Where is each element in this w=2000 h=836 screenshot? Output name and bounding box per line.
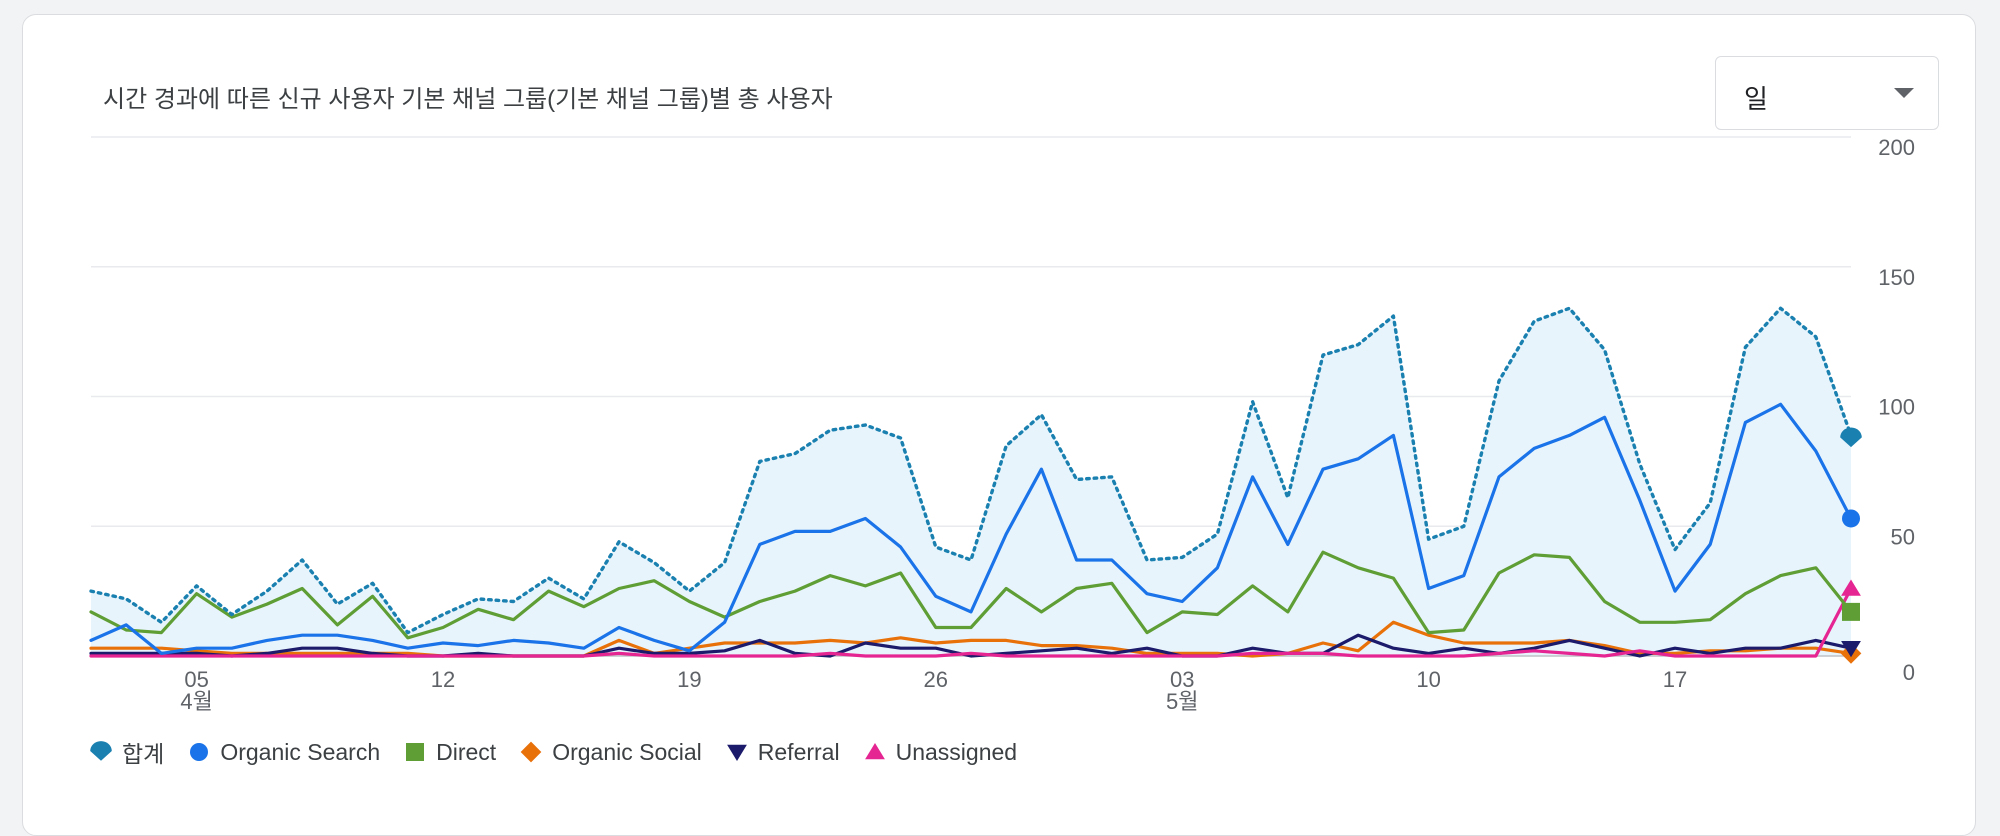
- x-tick-label: 12: [431, 667, 455, 692]
- series-line-referral: [89, 633, 1853, 658]
- x-tick-sublabel: 5월: [1166, 689, 1198, 714]
- legend-diamond-icon: [520, 741, 542, 763]
- end-marker-합계: [1840, 427, 1862, 448]
- card-title: 시간 경과에 따른 신규 사용자 기본 채널 그룹(기본 채널 그룹)별 총 사…: [103, 86, 833, 113]
- end-marker-organic-search: [1842, 509, 1860, 528]
- period-select-value: 일: [1744, 84, 1768, 114]
- x-tick-label: 26: [924, 667, 948, 692]
- legend-item-organic-social[interactable]: Organic Social: [518, 739, 702, 766]
- legend-triangle-down-icon: [726, 744, 747, 761]
- legend-label: 합계: [122, 741, 165, 767]
- legend-marker: [864, 743, 885, 760]
- x-tick-label: 10: [1416, 667, 1440, 692]
- series-line-합계: [89, 306, 1853, 635]
- legend-label: Referral: [757, 738, 840, 765]
- y-tick-label: 100: [1878, 395, 1915, 420]
- end-marker-unassigned: [1841, 579, 1861, 596]
- legend-marker: [520, 741, 542, 763]
- chart-legend: 합계 Organic Search Direct Organic Social Refe…: [88, 735, 1017, 769]
- chevron-down-icon: [1894, 88, 1914, 98]
- x-tick-label: 17: [1663, 667, 1687, 692]
- y-tick-label: 150: [1878, 265, 1915, 290]
- y-tick-label: 200: [1878, 135, 1915, 160]
- series-line-organic-search: [89, 402, 1853, 656]
- legend-label: Direct: [436, 738, 497, 765]
- legend-marker: [726, 744, 747, 761]
- legend-item-합계[interactable]: 합계: [88, 735, 164, 769]
- y-tick-label: 0: [1903, 660, 1915, 685]
- legend-label: Unassigned: [895, 738, 1018, 765]
- legend-drop-icon: [90, 741, 112, 761]
- legend-item-unassigned[interactable]: Unassigned: [862, 739, 1017, 766]
- legend-marker: [406, 743, 425, 761]
- series-line-direct: [89, 550, 1853, 640]
- period-select[interactable]: 일: [1715, 56, 1939, 130]
- x-tick-sublabel: 4월: [180, 689, 212, 714]
- legend-triangle-up-icon: [864, 743, 885, 760]
- legend-marker: [190, 743, 209, 761]
- legend-label: Organic Search: [220, 738, 381, 765]
- total-area: [91, 308, 1851, 656]
- y-tick-label: 50: [1891, 524, 1915, 549]
- legend-item-organic-search[interactable]: Organic Search: [186, 739, 380, 766]
- chart-card: 시간 경과에 따른 신규 사용자 기본 채널 그룹(기본 채널 그룹)별 총 사…: [22, 14, 1976, 836]
- legend-circle-icon: [190, 743, 209, 761]
- end-marker-direct: [1842, 602, 1860, 621]
- legend-square-icon: [406, 743, 425, 761]
- series-line-unassigned: [89, 586, 1853, 658]
- legend-item-referral[interactable]: Referral: [724, 739, 840, 766]
- end-marker-referral: [1841, 641, 1861, 658]
- legend-marker: [90, 741, 112, 761]
- x-tick-label: 03: [1170, 667, 1194, 692]
- legend-item-direct[interactable]: Direct: [402, 739, 496, 766]
- x-tick-label: 19: [677, 667, 701, 692]
- x-tick-label: 05: [184, 667, 208, 692]
- legend-label: Organic Social: [552, 738, 702, 765]
